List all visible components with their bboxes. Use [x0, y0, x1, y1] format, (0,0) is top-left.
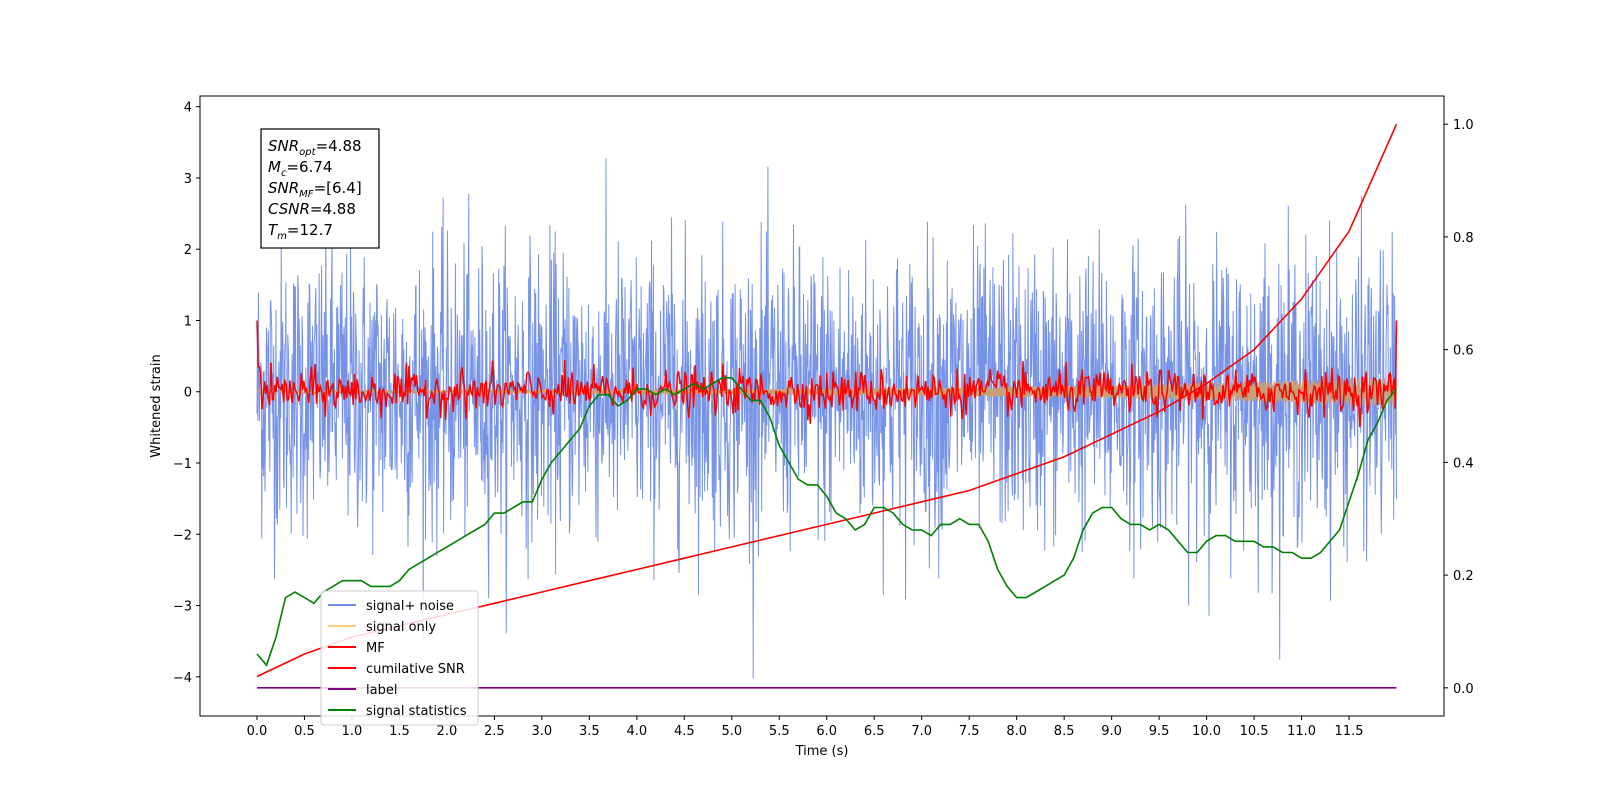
x-tick-label: 10.0 — [1192, 724, 1221, 739]
x-tick-label: 0.0 — [247, 724, 268, 739]
x-tick-label: 3.5 — [579, 724, 600, 739]
y-tick-label: 3 — [184, 172, 192, 187]
series-signal-statistics — [256, 377, 1398, 667]
legend-label: cumilative SNR — [366, 662, 465, 677]
plot-area-frame — [199, 95, 1445, 717]
y2-tick-label: 1.0 — [1453, 118, 1474, 133]
y-tick-label: −4 — [173, 671, 192, 686]
y-tick-label: 0 — [184, 386, 192, 401]
x-tick-label: 2.5 — [484, 724, 505, 739]
x-tick-label: 9.5 — [1149, 724, 1170, 739]
y-tick-label: −1 — [173, 457, 192, 472]
x-tick-label: 4.5 — [674, 724, 695, 739]
y-tick-label: 1 — [184, 314, 192, 329]
legend-frame — [320, 590, 479, 726]
legend: signal+ noise signal only MF cumilative SNR… — [320, 590, 479, 726]
y-tick-label: −2 — [173, 528, 192, 543]
annotation-line: SNRopt=4.88 — [268, 137, 362, 158]
annotation-line: Tm=12.7 — [268, 221, 333, 242]
y2-tick-label: 0.4 — [1453, 456, 1474, 471]
series-mf — [256, 320, 1398, 428]
x-tick-label: 6.5 — [864, 724, 885, 739]
x-tick-label: 3.0 — [532, 724, 553, 739]
legend-label: signal only — [366, 620, 436, 635]
series-signal-plus-noise — [256, 158, 1397, 679]
legend-label: signal+ noise — [366, 599, 454, 614]
x-tick-label: 2.0 — [437, 724, 458, 739]
annotation-line: Mc=6.74 — [268, 158, 332, 179]
x-tick-label: 11.0 — [1287, 724, 1316, 739]
y2-tick-label: 0.2 — [1453, 569, 1474, 584]
y-tick-label: 2 — [184, 243, 192, 258]
y2-tick-label: 0.0 — [1453, 682, 1474, 697]
x-tick-label: 8.0 — [1006, 724, 1027, 739]
x-tick-label: 1.0 — [342, 724, 363, 739]
x-tick-label: 10.5 — [1240, 724, 1269, 739]
x-tick-label: 7.5 — [959, 724, 980, 739]
x-axis: 0.0 0.5 1.0 1.5 2.0 2.5 3.0 3.5 4.0 4.5 5.0 5.5 6.0 6… — [247, 716, 1364, 739]
y-axis-left: 4 3 2 1 0 −1 −2 −3 −4 — [173, 101, 200, 686]
x-tick-label: 1.5 — [389, 724, 410, 739]
annotation-line: SNRMF=[6.4] — [268, 179, 362, 200]
x-tick-label: 5.0 — [721, 724, 742, 739]
x-tick-label: 6.0 — [816, 724, 837, 739]
annotation-frame — [260, 128, 380, 249]
annotation-line: CSNR=4.88 — [268, 200, 356, 218]
x-axis-title: Time (s) — [795, 744, 849, 759]
x-tick-label: 0.5 — [294, 724, 315, 739]
legend-label: signal statistics — [366, 704, 467, 719]
x-tick-label: 11.5 — [1335, 724, 1364, 739]
y-axis-title: Whitened strain — [149, 354, 164, 457]
x-tick-label: 8.5 — [1054, 724, 1075, 739]
y2-tick-label: 0.8 — [1453, 231, 1474, 246]
y-tick-label: 4 — [184, 101, 192, 116]
legend-label: MF — [366, 641, 385, 656]
x-tick-label: 4.0 — [626, 724, 647, 739]
y2-tick-label: 0.6 — [1453, 344, 1474, 359]
x-tick-label: 5.5 — [769, 724, 790, 739]
x-tick-label: 9.0 — [1101, 724, 1122, 739]
legend-label: label — [366, 683, 397, 698]
x-tick-label: 7.0 — [911, 724, 932, 739]
y-tick-label: −3 — [173, 600, 192, 615]
y-axis-right: 1.0 0.8 0.6 0.4 0.2 0.0 — [1444, 118, 1474, 697]
